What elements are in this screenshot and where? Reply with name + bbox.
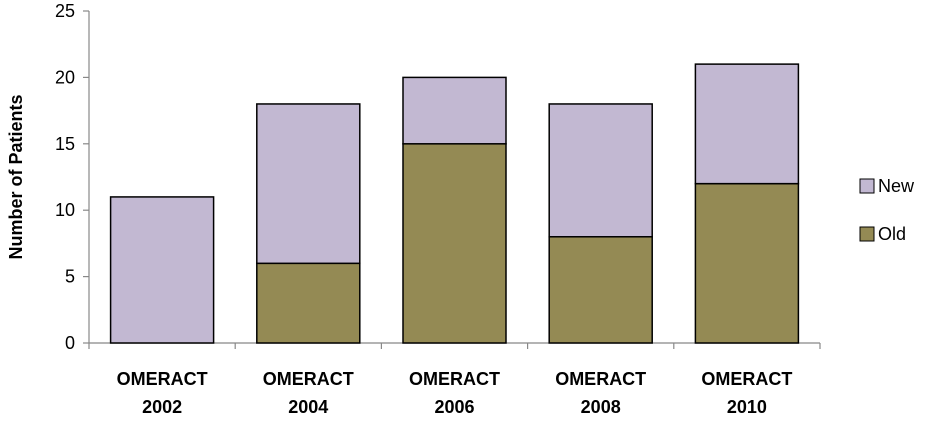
- bar-new-0: [109, 196, 215, 344]
- x-tick-label: OMERACT: [263, 369, 354, 389]
- x-tick-labels: OMERACT 2002 OMERACT 2004 OMERACT 2006 OMERACT…: [117, 369, 793, 417]
- bar-new-3: [548, 103, 653, 238]
- x-tick-label: 2010: [727, 397, 767, 417]
- bar-new-4: [694, 63, 800, 185]
- y-tick-label: 15: [55, 134, 75, 154]
- legend-label-old: Old: [878, 224, 906, 244]
- y-axis-title-group: Number of Patients: [6, 94, 26, 259]
- legend-swatch-new: [859, 178, 875, 194]
- bar-new-1: [256, 103, 361, 265]
- bar-old-4: [694, 182, 800, 344]
- bar-new-2: [402, 76, 507, 145]
- y-axis-title: Number of Patients: [6, 94, 26, 259]
- x-tick-label: OMERACT: [117, 369, 208, 389]
- legend-swatch-old: [859, 226, 875, 242]
- y-tick-label: 5: [65, 267, 75, 287]
- bar-old-1: [256, 262, 361, 344]
- bars: [109, 63, 800, 344]
- y-tick-label: 10: [55, 200, 75, 220]
- legend: New Old: [859, 176, 915, 244]
- legend-label-new: New: [878, 176, 915, 196]
- bar-old-3: [548, 236, 653, 344]
- x-tick-label: OMERACT: [409, 369, 500, 389]
- bar-old-2: [402, 143, 507, 344]
- y-tick-label: 25: [55, 1, 75, 21]
- x-tick-label: 2004: [288, 397, 328, 417]
- y-ticks: 0 5 10 15 20 25: [55, 1, 89, 353]
- y-tick-label: 20: [55, 67, 75, 87]
- x-tick-label: OMERACT: [555, 369, 646, 389]
- x-tick-label: 2006: [434, 397, 474, 417]
- y-tick-label: 0: [65, 333, 75, 353]
- x-tick-label: OMERACT: [701, 369, 792, 389]
- x-tick-label: 2008: [581, 397, 621, 417]
- x-tick-label: 2002: [142, 397, 182, 417]
